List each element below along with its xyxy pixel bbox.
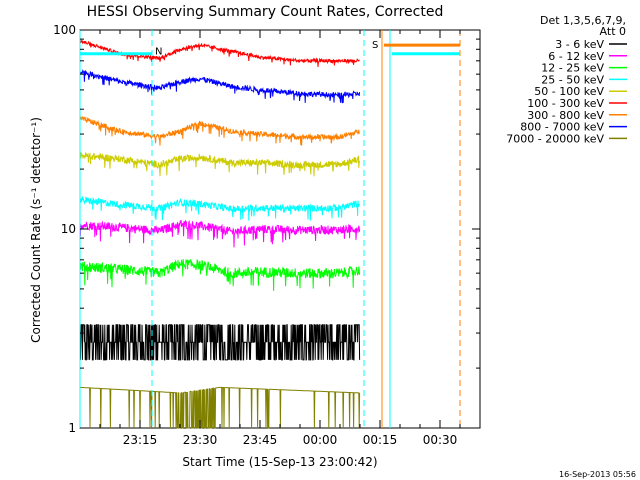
series-line-6-12kev <box>79 219 361 248</box>
series-6-12keV <box>79 219 361 248</box>
x-tick-label: 23:45 <box>243 433 278 447</box>
x-axis-label: Start Time (15-Sep-13 23:00:42) <box>182 455 377 469</box>
x-tick-label: 23:30 <box>183 433 218 447</box>
y-tick-label: 100 <box>53 23 76 37</box>
flag-label-n: N <box>155 47 162 58</box>
series-25-50keV <box>79 196 361 221</box>
series-50-100keV <box>79 152 361 177</box>
legend-entry: 6 - 12 keV <box>548 50 604 63</box>
series-800-7000keV <box>79 69 361 104</box>
series-7000-20000keV <box>80 386 361 429</box>
x-axis-ticks: 23:15 23:30 23:45 00:00 00:15 00:30 <box>99 30 461 447</box>
series-3-6keV <box>79 324 361 361</box>
flag-label-s: S <box>372 40 378 51</box>
legend-entry: 12 - 25 keV <box>541 62 604 75</box>
plot-area: NS <box>79 29 481 429</box>
series-12-25keV <box>79 258 361 291</box>
legend-entry: 300 - 800 keV <box>527 109 604 122</box>
series-line-12-25kev <box>79 258 361 291</box>
series-line-3-6-kev <box>79 324 361 361</box>
series-line-7000-20000-kev <box>80 386 361 429</box>
chart-title: HESSI Observing Summary Count Rates, Cor… <box>87 4 444 20</box>
x-tick-label: 23:15 <box>123 433 158 447</box>
series-line-800-7000kev <box>79 69 361 104</box>
legend-header: Det 1,3,5,6,7,9, <box>540 14 626 27</box>
series-line-50-100kev <box>79 152 361 177</box>
series-line-300-800kev <box>79 116 360 146</box>
x-tick-label: 00:30 <box>423 433 458 447</box>
timestamp: 16-Sep-2013 05:56 <box>559 470 636 479</box>
series-line-25-50kev <box>79 196 361 221</box>
legend-entry: 50 - 100 keV <box>534 85 604 98</box>
x-tick-label: 00:15 <box>363 433 398 447</box>
x-tick-label: 00:00 <box>303 433 338 447</box>
legend-header: Att 0 <box>600 25 626 38</box>
legend-entry: 100 - 300 keV <box>527 97 604 110</box>
series-300-800keV <box>79 116 360 146</box>
legend-entry: 3 - 6 keV <box>555 38 604 51</box>
y-tick-label: 10 <box>61 222 76 236</box>
legend-entry: 25 - 50 keV <box>541 73 604 86</box>
y-axis-ticks: 1 10 100 <box>53 23 480 435</box>
legend-entry: 7000 - 20000 keV <box>506 132 604 145</box>
y-tick-label: 1 <box>68 421 76 435</box>
legend-entry: 800 - 7000 keV <box>520 121 604 134</box>
y-axis-label: Corrected Count Rate (s⁻¹ detector⁻¹) <box>29 117 43 343</box>
